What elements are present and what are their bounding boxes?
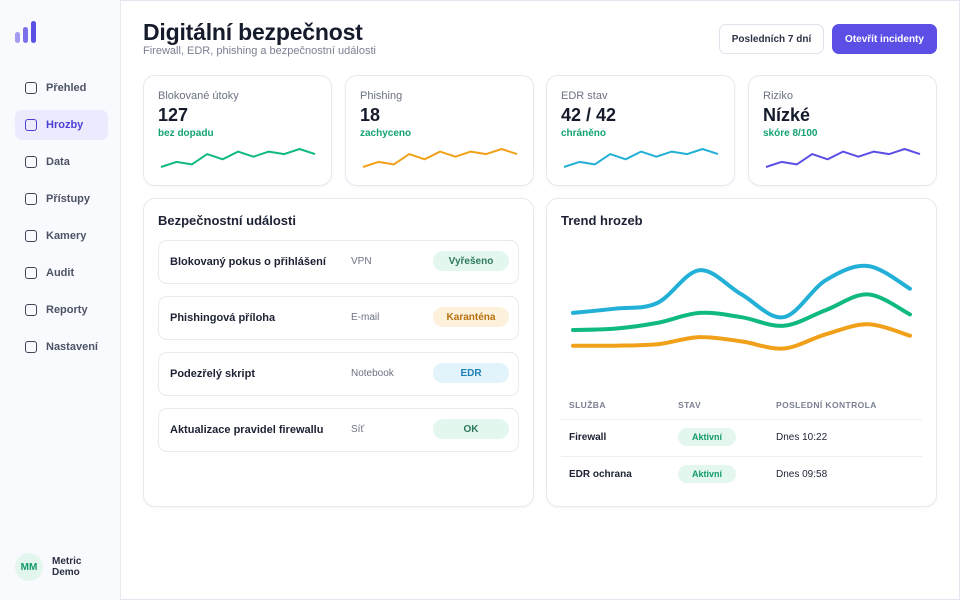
- app-logo-icon[interactable]: [15, 21, 37, 43]
- event-row[interactable]: Podezřelý skript Notebook EDR: [158, 352, 519, 396]
- page-subtitle: Firewall, EDR, phishing a bezpečnostní u…: [143, 45, 376, 57]
- event-row[interactable]: Phishingová příloha E-mail Karanténa: [158, 296, 519, 340]
- sidebar-item-label: Audit: [46, 267, 75, 279]
- divider: [561, 419, 922, 420]
- checkbox-icon: [25, 119, 37, 131]
- sidebar-item-hrozby[interactable]: Hrozby: [15, 110, 108, 140]
- sidebar-nav: Přehled Hrozby Data Přístupy Kamery Audi…: [15, 73, 108, 369]
- kpi-note: zachyceno: [360, 128, 412, 139]
- kpi-card-phishing: Phishing 18 zachyceno: [345, 75, 534, 186]
- checkbox-icon: [25, 230, 37, 242]
- sparkline-path: [362, 148, 518, 168]
- sparkline-path: [765, 148, 921, 168]
- trend-chart: [571, 263, 912, 351]
- event-name: Aktualizace pravidel firewallu: [170, 424, 324, 436]
- sidebar-item-kamery[interactable]: Kamery: [15, 221, 108, 251]
- sidebar-item-pristupy[interactable]: Přístupy: [15, 184, 108, 214]
- event-source: Síť: [351, 424, 365, 435]
- avatar: MM: [15, 553, 43, 581]
- kpi-value: 127: [158, 105, 189, 125]
- kpi-card-risk: Riziko Nízké skóre 8/100: [748, 75, 937, 186]
- table-header-status: STAV: [678, 400, 702, 410]
- last-check: Dnes 09:58: [776, 469, 828, 480]
- sparkline: [765, 148, 921, 168]
- sidebar-item-data[interactable]: Data: [15, 147, 108, 177]
- sidebar-item-label: Přehled: [46, 82, 87, 94]
- sparkline-path: [160, 148, 316, 168]
- divider: [561, 456, 922, 457]
- kpi-label: Blokované útoky: [158, 90, 239, 102]
- sidebar: Přehled Hrozby Data Přístupy Kamery Audi…: [0, 0, 121, 600]
- status-badge: Aktivní: [678, 428, 736, 446]
- sidebar-item-label: Kamery: [46, 230, 87, 242]
- security-events-panel: Bezpečnostní události Blokovaný pokus o …: [143, 198, 534, 507]
- table-header-last-check: POSLEDNÍ KONTROLA: [776, 400, 877, 410]
- sidebar-item-label: Hrozby: [46, 119, 84, 131]
- sidebar-item-label: Reporty: [46, 304, 88, 316]
- kpi-note: bez dopadu: [158, 128, 214, 139]
- status-badge: Vyřešeno: [433, 251, 509, 271]
- last-check: Dnes 10:22: [776, 432, 828, 443]
- kpi-label: Phishing: [360, 90, 403, 102]
- status-badge: Karanténa: [433, 307, 509, 327]
- trend-series-line: [571, 292, 912, 332]
- event-source: VPN: [351, 256, 372, 267]
- kpi-note: skóre 8/100: [763, 128, 818, 139]
- user-name: Metric Demo: [52, 556, 82, 578]
- table-header-service: SLUŽBA: [569, 400, 606, 410]
- sparkline: [563, 148, 719, 168]
- event-source: E-mail: [351, 312, 380, 323]
- sidebar-item-label: Nastavení: [46, 341, 98, 353]
- kpi-value: 18: [360, 105, 381, 125]
- sidebar-item-prehled[interactable]: Přehled: [15, 73, 108, 103]
- kpi-value: Nízké: [763, 105, 811, 125]
- kpi-card-blocked: Blokované útoky 127 bez dopadu: [143, 75, 332, 186]
- status-badge: Aktivní: [678, 465, 736, 483]
- service-name: EDR ochrana: [569, 469, 632, 480]
- kpi-card-edr: EDR stav 42 / 42 chráněno: [546, 75, 735, 186]
- event-row[interactable]: Blokovaný pokus o přihlášení VPN Vyřešen…: [158, 240, 519, 284]
- sparkline: [160, 148, 316, 168]
- kpi-label: EDR stav: [561, 90, 608, 102]
- kpi-value: 42 / 42: [561, 105, 617, 125]
- panel-title: Trend hrozeb: [561, 213, 643, 228]
- sparkline: [362, 148, 518, 168]
- sparkline-path: [563, 148, 719, 168]
- kpi-label: Riziko: [763, 90, 793, 102]
- status-badge: OK: [433, 419, 509, 439]
- checkbox-icon: [25, 82, 37, 94]
- event-name: Blokovaný pokus o přihlášení: [170, 256, 326, 268]
- sidebar-item-nastaveni[interactable]: Nastavení: [15, 332, 108, 362]
- checkbox-icon: [25, 341, 37, 353]
- sidebar-item-label: Data: [46, 156, 70, 168]
- checkbox-icon: [25, 267, 37, 279]
- user-profile[interactable]: MM Metric Demo: [15, 553, 92, 581]
- checkbox-icon: [25, 193, 37, 205]
- sidebar-item-audit[interactable]: Audit: [15, 258, 108, 288]
- event-source: Notebook: [351, 368, 394, 379]
- threat-trend-panel: Trend hrozeb SLUŽBA STAV POSLEDNÍ KONTRO…: [546, 198, 937, 507]
- kpi-note: chráněno: [561, 128, 607, 139]
- page-title: Digitální bezpečnost: [143, 19, 363, 45]
- trend-series-line: [571, 322, 912, 351]
- event-name: Phishingová příloha: [170, 312, 276, 324]
- trend-series-line: [571, 263, 912, 320]
- sidebar-item-reporty[interactable]: Reporty: [15, 295, 108, 325]
- status-badge: EDR: [433, 363, 509, 383]
- checkbox-icon: [25, 156, 37, 168]
- date-range-button[interactable]: Posledních 7 dní: [719, 24, 824, 54]
- checkbox-icon: [25, 304, 37, 316]
- panel-title: Bezpečnostní události: [158, 213, 296, 228]
- service-name: Firewall: [569, 432, 607, 443]
- sidebar-item-label: Přístupy: [46, 193, 91, 205]
- open-incidents-button[interactable]: Otevřít incidenty: [832, 24, 937, 54]
- event-name: Podezřelý skript: [170, 368, 255, 380]
- event-row[interactable]: Aktualizace pravidel firewallu Síť OK: [158, 408, 519, 452]
